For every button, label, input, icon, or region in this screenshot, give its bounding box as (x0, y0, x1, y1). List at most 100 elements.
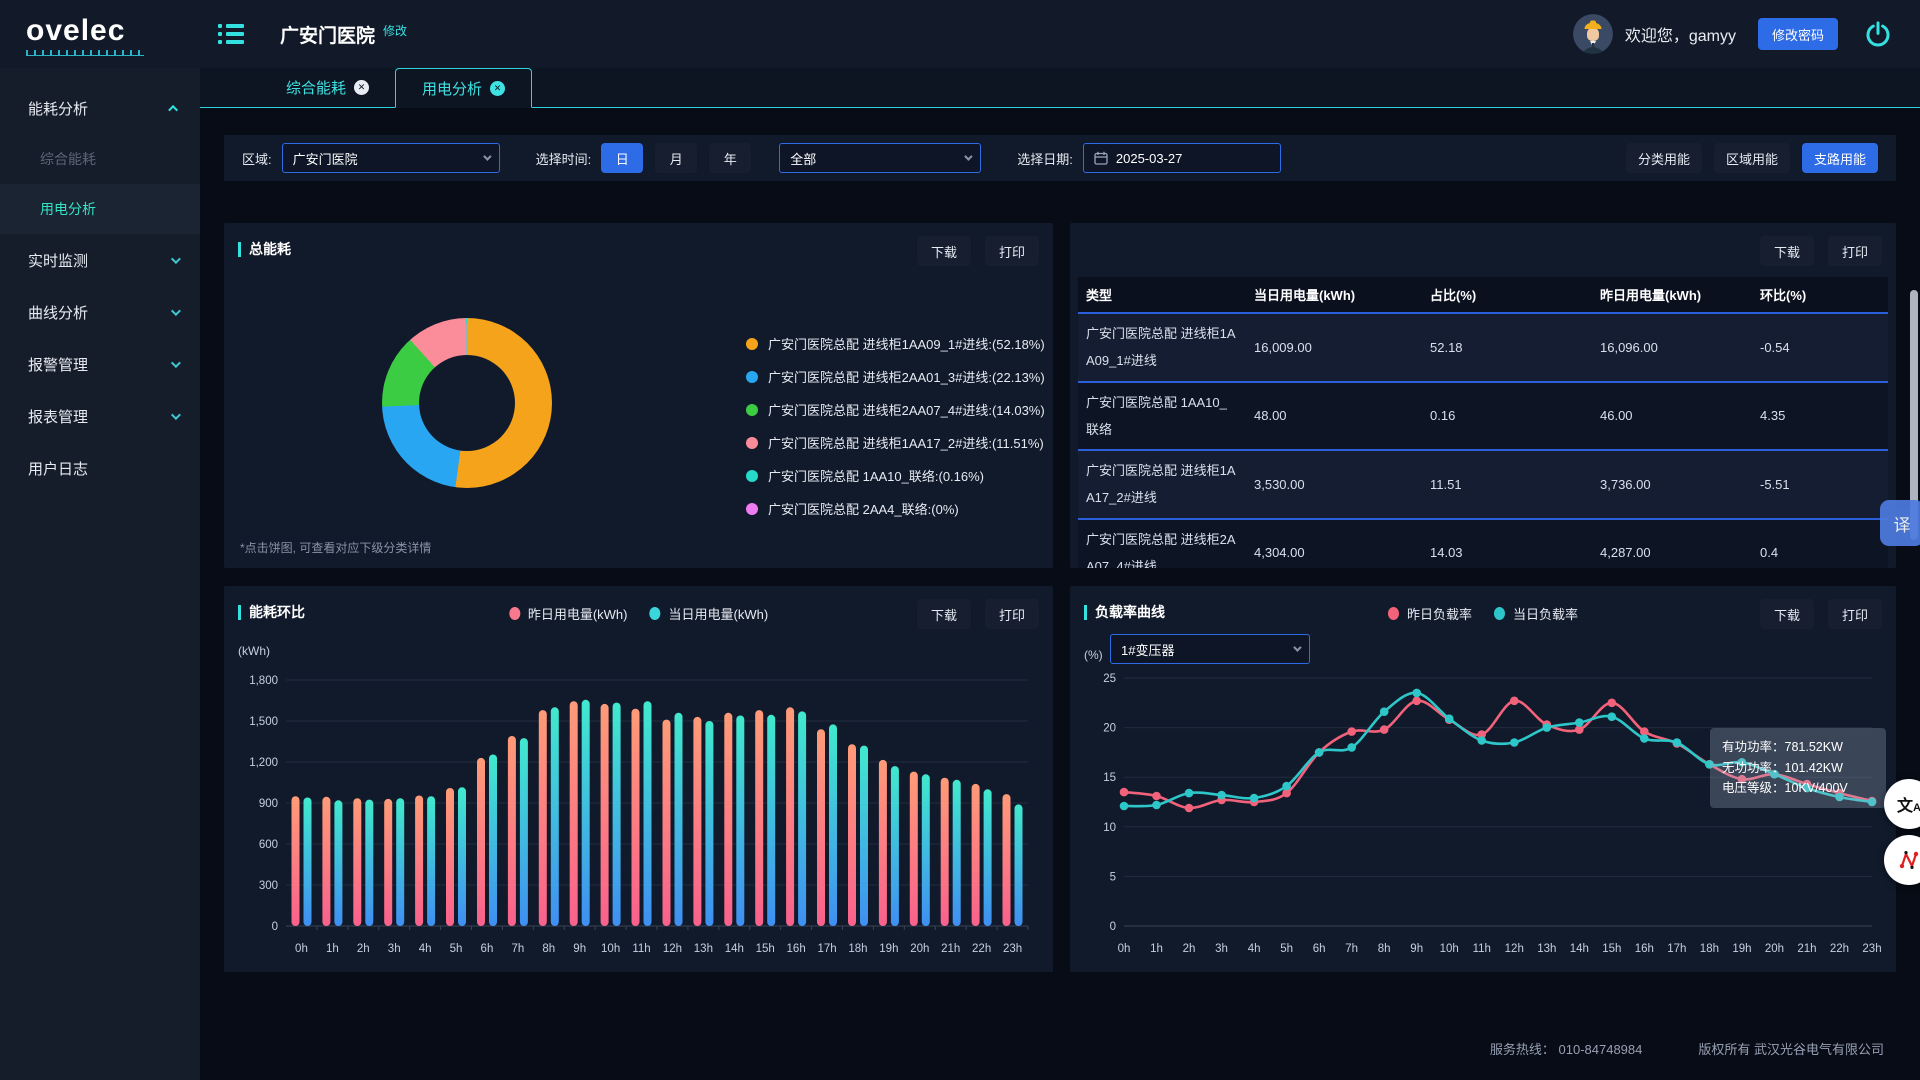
y-axis-unit: (kWh) (238, 644, 270, 658)
legend-item[interactable]: 广安门医院总配 进线柜1AA09_1#进线:(52.18%) (746, 327, 1045, 360)
print-button[interactable]: 打印 (985, 599, 1039, 629)
legend-item[interactable]: 广安门医院总配 进线柜1AA17_2#进线:(11.51%) (746, 426, 1045, 459)
main-column: 广安门医院 修改 欢迎您，gamyy 修改密码 (200, 0, 1920, 1080)
download-button[interactable]: 下载 (917, 236, 971, 266)
svg-text:5h: 5h (450, 943, 463, 955)
table-row[interactable]: 广安门医院总配 进线柜1AA17_2#进线3,530.0011.513,736.… (1078, 450, 1888, 519)
download-button[interactable]: 下载 (917, 599, 971, 629)
energy-donut-chart[interactable] (382, 318, 552, 488)
svg-text:0: 0 (1110, 921, 1116, 933)
print-button[interactable]: 打印 (1828, 236, 1882, 266)
usage-mode-group: 分类用能区域用能支路用能 (1626, 143, 1878, 173)
sidebar-item-报表管理[interactable]: 报表管理 (0, 390, 200, 442)
legend-item[interactable]: 昨日用电量(kWh) (509, 604, 628, 623)
tab-close-icon[interactable]: ✕ (354, 80, 369, 95)
legend-item[interactable]: 广安门医院总配 进线柜2AA07_4#进线:(14.03%) (746, 393, 1045, 426)
table-row[interactable]: 广安门医院总配 进线柜1AA09_1#进线16,009.0052.1816,09… (1078, 313, 1888, 382)
logo-ruler-decoration (26, 50, 144, 56)
menu-toggle-icon[interactable] (218, 24, 244, 44)
svg-text:19h: 19h (879, 943, 898, 955)
svg-text:13h: 13h (1537, 943, 1556, 955)
legend-item[interactable]: 广安门医院总配 2AA4_联络:(0%) (746, 492, 1045, 525)
download-button[interactable]: 下载 (1760, 236, 1814, 266)
table-cell: 16,009.00 (1246, 313, 1422, 382)
calendar-icon (1094, 151, 1108, 165)
translate-badge-button[interactable]: 译 (1880, 500, 1920, 546)
bar-chart-container: 03006009001,2001,5001,8000h1h2h3h4h5h6h7… (234, 664, 1040, 964)
table-cell: 46.00 (1592, 382, 1752, 451)
tab-close-icon[interactable]: ✕ (490, 81, 505, 96)
logo[interactable]: ovelec (0, 0, 200, 68)
mode-button-分类用能[interactable]: 分类用能 (1626, 143, 1702, 173)
svg-text:11h: 11h (632, 943, 650, 955)
legend-item[interactable]: 广安门医院总配 1AA10_联络:(0.16%) (746, 459, 1045, 492)
sidebar-item-用户日志[interactable]: 用户日志 (0, 442, 200, 494)
logout-power-icon[interactable] (1864, 20, 1892, 48)
translate-icon: 文 (1897, 792, 1913, 816)
time-granularity-group: 日月年 (601, 143, 751, 173)
print-button[interactable]: 打印 (985, 236, 1039, 266)
panel-toolbar: 下载 打印 (917, 236, 1039, 266)
region-select[interactable]: 广安门医院 (282, 143, 500, 173)
table-row[interactable]: 广安门医院总配 1AA10_联络48.000.1646.004.35 (1078, 382, 1888, 451)
tab-综合能耗[interactable]: 综合能耗✕ (260, 67, 395, 107)
scope-select[interactable]: 全部 (779, 143, 981, 173)
legend-label: 广安门医院总配 1AA10_联络:(0.16%) (768, 466, 984, 485)
change-password-button[interactable]: 修改密码 (1758, 18, 1838, 50)
svg-text:900: 900 (259, 798, 278, 810)
svg-text:2h: 2h (357, 943, 370, 955)
table-cell: 52.18 (1422, 313, 1592, 382)
panel-branch-table: 下载 打印 类型当日用电量(kWh)占比(%)昨日用电量(kWh)环比(%)广安… (1070, 223, 1896, 568)
tab-用电分析[interactable]: 用电分析✕ (395, 68, 532, 108)
time-option-年[interactable]: 年 (709, 143, 751, 173)
table-cell: 广安门医院总配 进线柜1AA09_1#进线 (1078, 313, 1246, 382)
svg-text:17h: 17h (1667, 943, 1686, 955)
table-row[interactable]: 广安门医院总配 进线柜2AA07_4#进线4,304.0014.034,287.… (1078, 519, 1888, 568)
time-label: 选择时间: (536, 149, 592, 168)
download-button[interactable]: 下载 (1760, 599, 1814, 629)
table-cell: -5.51 (1752, 450, 1888, 519)
table-wrapper: 类型当日用电量(kWh)占比(%)昨日用电量(kWh)环比(%)广安门医院总配 … (1078, 277, 1888, 568)
transformer-select[interactable]: 1#变压器 (1110, 634, 1310, 664)
svg-text:14h: 14h (1570, 943, 1589, 955)
svg-text:18h: 18h (1700, 943, 1719, 955)
legend-item[interactable]: 当日负载率 (1494, 604, 1578, 623)
sidebar-subitem-综合能耗[interactable]: 综合能耗 (0, 134, 200, 184)
sidebar-item-曲线分析[interactable]: 曲线分析 (0, 286, 200, 338)
chevron-down-icon (964, 152, 972, 160)
legend-item[interactable]: 广安门医院总配 进线柜2AA01_3#进线:(22.13%) (746, 360, 1045, 393)
sidebar-item-能耗分析[interactable]: 能耗分析 (0, 82, 200, 134)
time-option-日[interactable]: 日 (601, 143, 643, 173)
sidebar-item-报警管理[interactable]: 报警管理 (0, 338, 200, 390)
donut-hint-note: *点击饼图, 可查看对应下级分类详情 (240, 539, 431, 556)
time-option-月[interactable]: 月 (655, 143, 697, 173)
legend-item[interactable]: 当日用电量(kWh) (650, 604, 769, 623)
svg-text:4h: 4h (1248, 943, 1261, 955)
mode-button-区域用能[interactable]: 区域用能 (1714, 143, 1790, 173)
table-cell: 14.03 (1422, 519, 1592, 568)
table-cell: 4,304.00 (1246, 519, 1422, 568)
load-rate-line-chart[interactable]: 05101520250h1h2h3h4h5h6h7h8h9h10h11h12h1… (1080, 664, 1886, 964)
print-button[interactable]: 打印 (1828, 599, 1882, 629)
app-root: ovelec 能耗分析综合能耗用电分析实时监测曲线分析报警管理报表管理用户日志 … (0, 0, 1920, 1080)
y-axis-unit: (%) (1084, 648, 1103, 662)
legend-item[interactable]: 昨日负载率 (1388, 604, 1472, 623)
svg-text:9h: 9h (573, 943, 586, 955)
sidebar-subitem-用电分析[interactable]: 用电分析 (0, 184, 200, 234)
edit-hospital-link[interactable]: 修改 (383, 22, 407, 39)
network-icon (1897, 848, 1920, 872)
panel-energy-total: 总能耗 下载 打印 广安门医院总配 进线柜1AA09_1#进线:(52.18%)… (224, 223, 1053, 568)
sidebar-item-实时监测[interactable]: 实时监测 (0, 234, 200, 286)
mode-button-支路用能[interactable]: 支路用能 (1802, 143, 1878, 173)
svg-text:0h: 0h (1118, 943, 1131, 955)
svg-text:600: 600 (259, 839, 278, 851)
svg-text:5h: 5h (1280, 943, 1293, 955)
date-input[interactable]: 2025-03-27 (1083, 143, 1281, 173)
table-cell: 48.00 (1246, 382, 1422, 451)
avatar[interactable] (1573, 14, 1613, 54)
table-cell: 广安门医院总配 进线柜2AA07_4#进线 (1078, 519, 1246, 568)
panel-energy-compare: 能耗环比 昨日用电量(kWh)当日用电量(kWh) 下载 打印 (kWh) 03… (224, 586, 1053, 972)
hourly-energy-bar-chart[interactable]: 03006009001,2001,5001,8000h1h2h3h4h5h6h7… (234, 664, 1040, 964)
svg-text:1,500: 1,500 (249, 716, 278, 728)
svg-text:20h: 20h (910, 943, 929, 955)
